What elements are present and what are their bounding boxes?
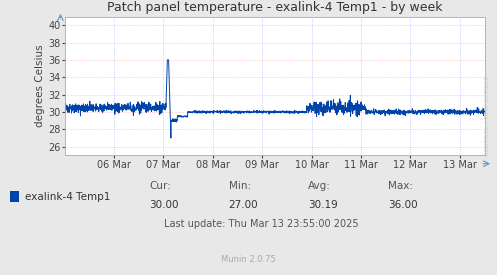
Text: 30.00: 30.00 [149, 200, 178, 210]
Text: Avg:: Avg: [308, 181, 331, 191]
Text: 27.00: 27.00 [229, 200, 258, 210]
Text: 36.00: 36.00 [388, 200, 417, 210]
Text: 30.19: 30.19 [308, 200, 338, 210]
Y-axis label: degrees Celsius: degrees Celsius [35, 45, 45, 127]
Title: Patch panel temperature - exalink-4 Temp1 - by week: Patch panel temperature - exalink-4 Temp… [107, 1, 442, 14]
Text: Last update: Thu Mar 13 23:55:00 2025: Last update: Thu Mar 13 23:55:00 2025 [164, 219, 359, 229]
Text: RRDTOOL / TOBI OETIKER: RRDTOOL / TOBI OETIKER [485, 75, 490, 156]
Text: Cur:: Cur: [149, 181, 171, 191]
Text: exalink-4 Temp1: exalink-4 Temp1 [25, 192, 110, 202]
Text: Min:: Min: [229, 181, 251, 191]
Text: Munin 2.0.75: Munin 2.0.75 [221, 255, 276, 264]
Text: Max:: Max: [388, 181, 413, 191]
